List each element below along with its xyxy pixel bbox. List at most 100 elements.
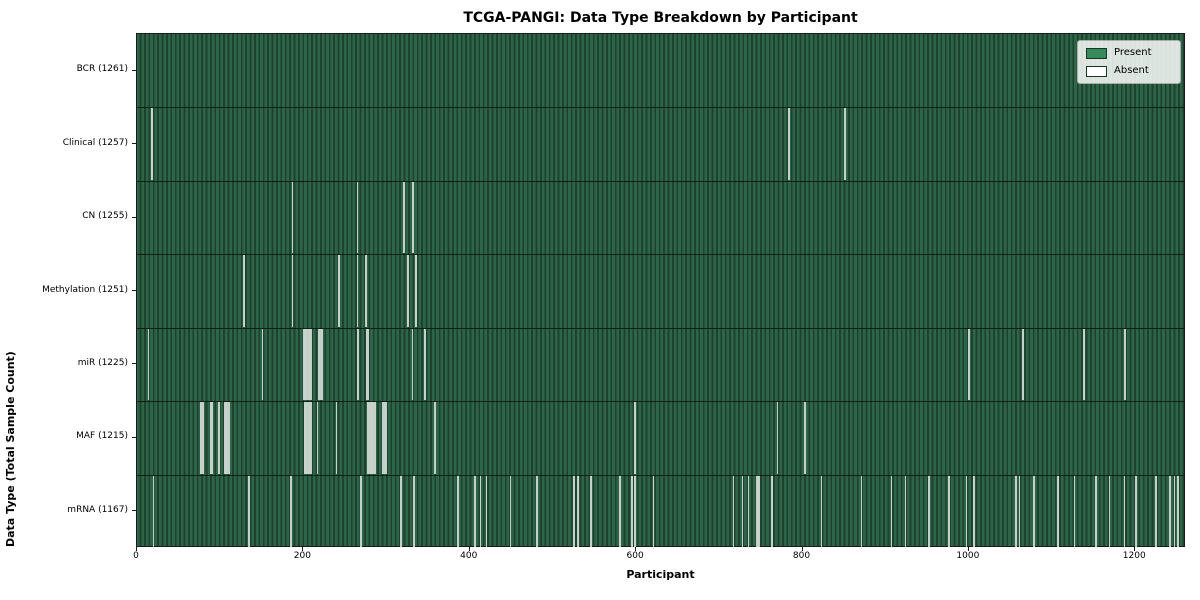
y-tick-label: mRNA (1167) (67, 504, 128, 515)
row-divider (137, 254, 1184, 256)
absent-line (364, 255, 367, 327)
absent-line (1123, 328, 1127, 401)
y-tick-label: miR (1225) (77, 357, 128, 368)
absent-line (1173, 475, 1176, 548)
absent-line (303, 328, 312, 401)
absent-line (152, 475, 155, 548)
absent-line (304, 401, 312, 474)
absent-line (770, 475, 773, 548)
absent-line (243, 255, 246, 327)
absent-line (1018, 475, 1021, 548)
absent-line (224, 401, 231, 474)
absent-line (414, 255, 417, 327)
absent-line (147, 328, 150, 401)
absent-line (572, 475, 575, 548)
y-tick-mark (132, 510, 136, 512)
y-tick-label: MAF (1215) (76, 431, 128, 442)
y-tick-mark (132, 436, 136, 438)
absent-line (359, 475, 362, 548)
x-tick-label: 600 (626, 551, 644, 561)
absent-line (890, 475, 893, 548)
absent-line (457, 475, 459, 548)
y-tick-mark (132, 216, 136, 218)
absent-line (291, 255, 294, 327)
legend-label-absent: Absent (1114, 65, 1149, 76)
y-tick-mark (132, 363, 136, 365)
legend-item-present: Present (1086, 47, 1171, 59)
row-divider (137, 107, 1184, 109)
absent-line (479, 475, 482, 548)
absent-line (316, 401, 319, 474)
x-tick-mark (801, 547, 803, 551)
absent-line (356, 255, 359, 327)
absent-line (356, 328, 360, 401)
absent-line (317, 328, 323, 401)
absent-line (741, 475, 744, 548)
absent-line (965, 475, 968, 548)
absent-line (433, 401, 436, 474)
absent-line (820, 475, 823, 548)
absent-line (904, 475, 907, 548)
y-tick-mark (132, 290, 136, 291)
x-tick-label: 800 (792, 551, 811, 561)
x-tick-mark (136, 547, 137, 551)
absent-line (652, 475, 655, 548)
x-tick-label: 400 (460, 551, 478, 561)
absent-line (151, 108, 153, 181)
absent-line (1095, 475, 1097, 548)
absent-line (365, 328, 370, 401)
y-tick-mark (132, 69, 136, 71)
absent-line (968, 328, 970, 401)
legend-item-absent: Absent (1086, 65, 1171, 77)
absent-line (290, 475, 292, 548)
absent-line (1032, 475, 1035, 548)
absent-line (577, 475, 579, 548)
absent-line (631, 475, 633, 548)
absent-line (755, 475, 761, 548)
y-tick-label: BCR (1261) (76, 64, 128, 75)
legend-label-present: Present (1114, 47, 1152, 58)
absent-line (732, 475, 735, 548)
chart-title: TCGA-PANGI: Data Type Breakdown by Parti… (463, 10, 858, 26)
plot-area (136, 33, 1185, 548)
absent-line (407, 255, 410, 327)
absent-line (217, 401, 221, 474)
absent-line (411, 328, 414, 401)
absent-line (590, 475, 593, 548)
row-divider (137, 180, 1184, 182)
absent-line (485, 475, 488, 548)
absent-line (248, 475, 251, 548)
absent-line (1168, 475, 1172, 548)
absent-line (399, 475, 402, 548)
x-axis-label: Participant (626, 568, 695, 581)
absent-line (335, 401, 338, 474)
absent-line (356, 181, 359, 254)
absent-line (1082, 328, 1085, 401)
absent-line (1108, 475, 1111, 548)
row-divider (137, 327, 1184, 329)
legend: Present Absent (1077, 40, 1181, 84)
absent-line (473, 475, 476, 548)
row-divider (137, 401, 1184, 403)
absent-line (509, 475, 512, 548)
absent-line (381, 401, 388, 474)
x-tick-label: 0 (133, 551, 139, 561)
x-tick-label: 1200 (1122, 551, 1146, 561)
y-tick-label: Clinical (1257) (62, 137, 128, 148)
y-tick-label: CN (1255) (82, 211, 128, 222)
absent-line (1176, 475, 1179, 548)
absent-line (619, 475, 622, 548)
x-tick-mark (302, 547, 304, 551)
absent-line (1057, 475, 1059, 548)
absent-line (536, 475, 538, 548)
y-tick-label: Methylation (1251) (42, 284, 128, 295)
absent-line (1014, 475, 1018, 548)
absent-line (1135, 475, 1137, 548)
absent-swatch-icon (1086, 65, 1107, 77)
present-swatch-icon (1086, 47, 1107, 59)
absent-line (200, 401, 204, 474)
absent-line (210, 401, 213, 474)
x-tick-mark (635, 547, 637, 551)
absent-line (411, 181, 415, 254)
absent-line (973, 475, 975, 548)
